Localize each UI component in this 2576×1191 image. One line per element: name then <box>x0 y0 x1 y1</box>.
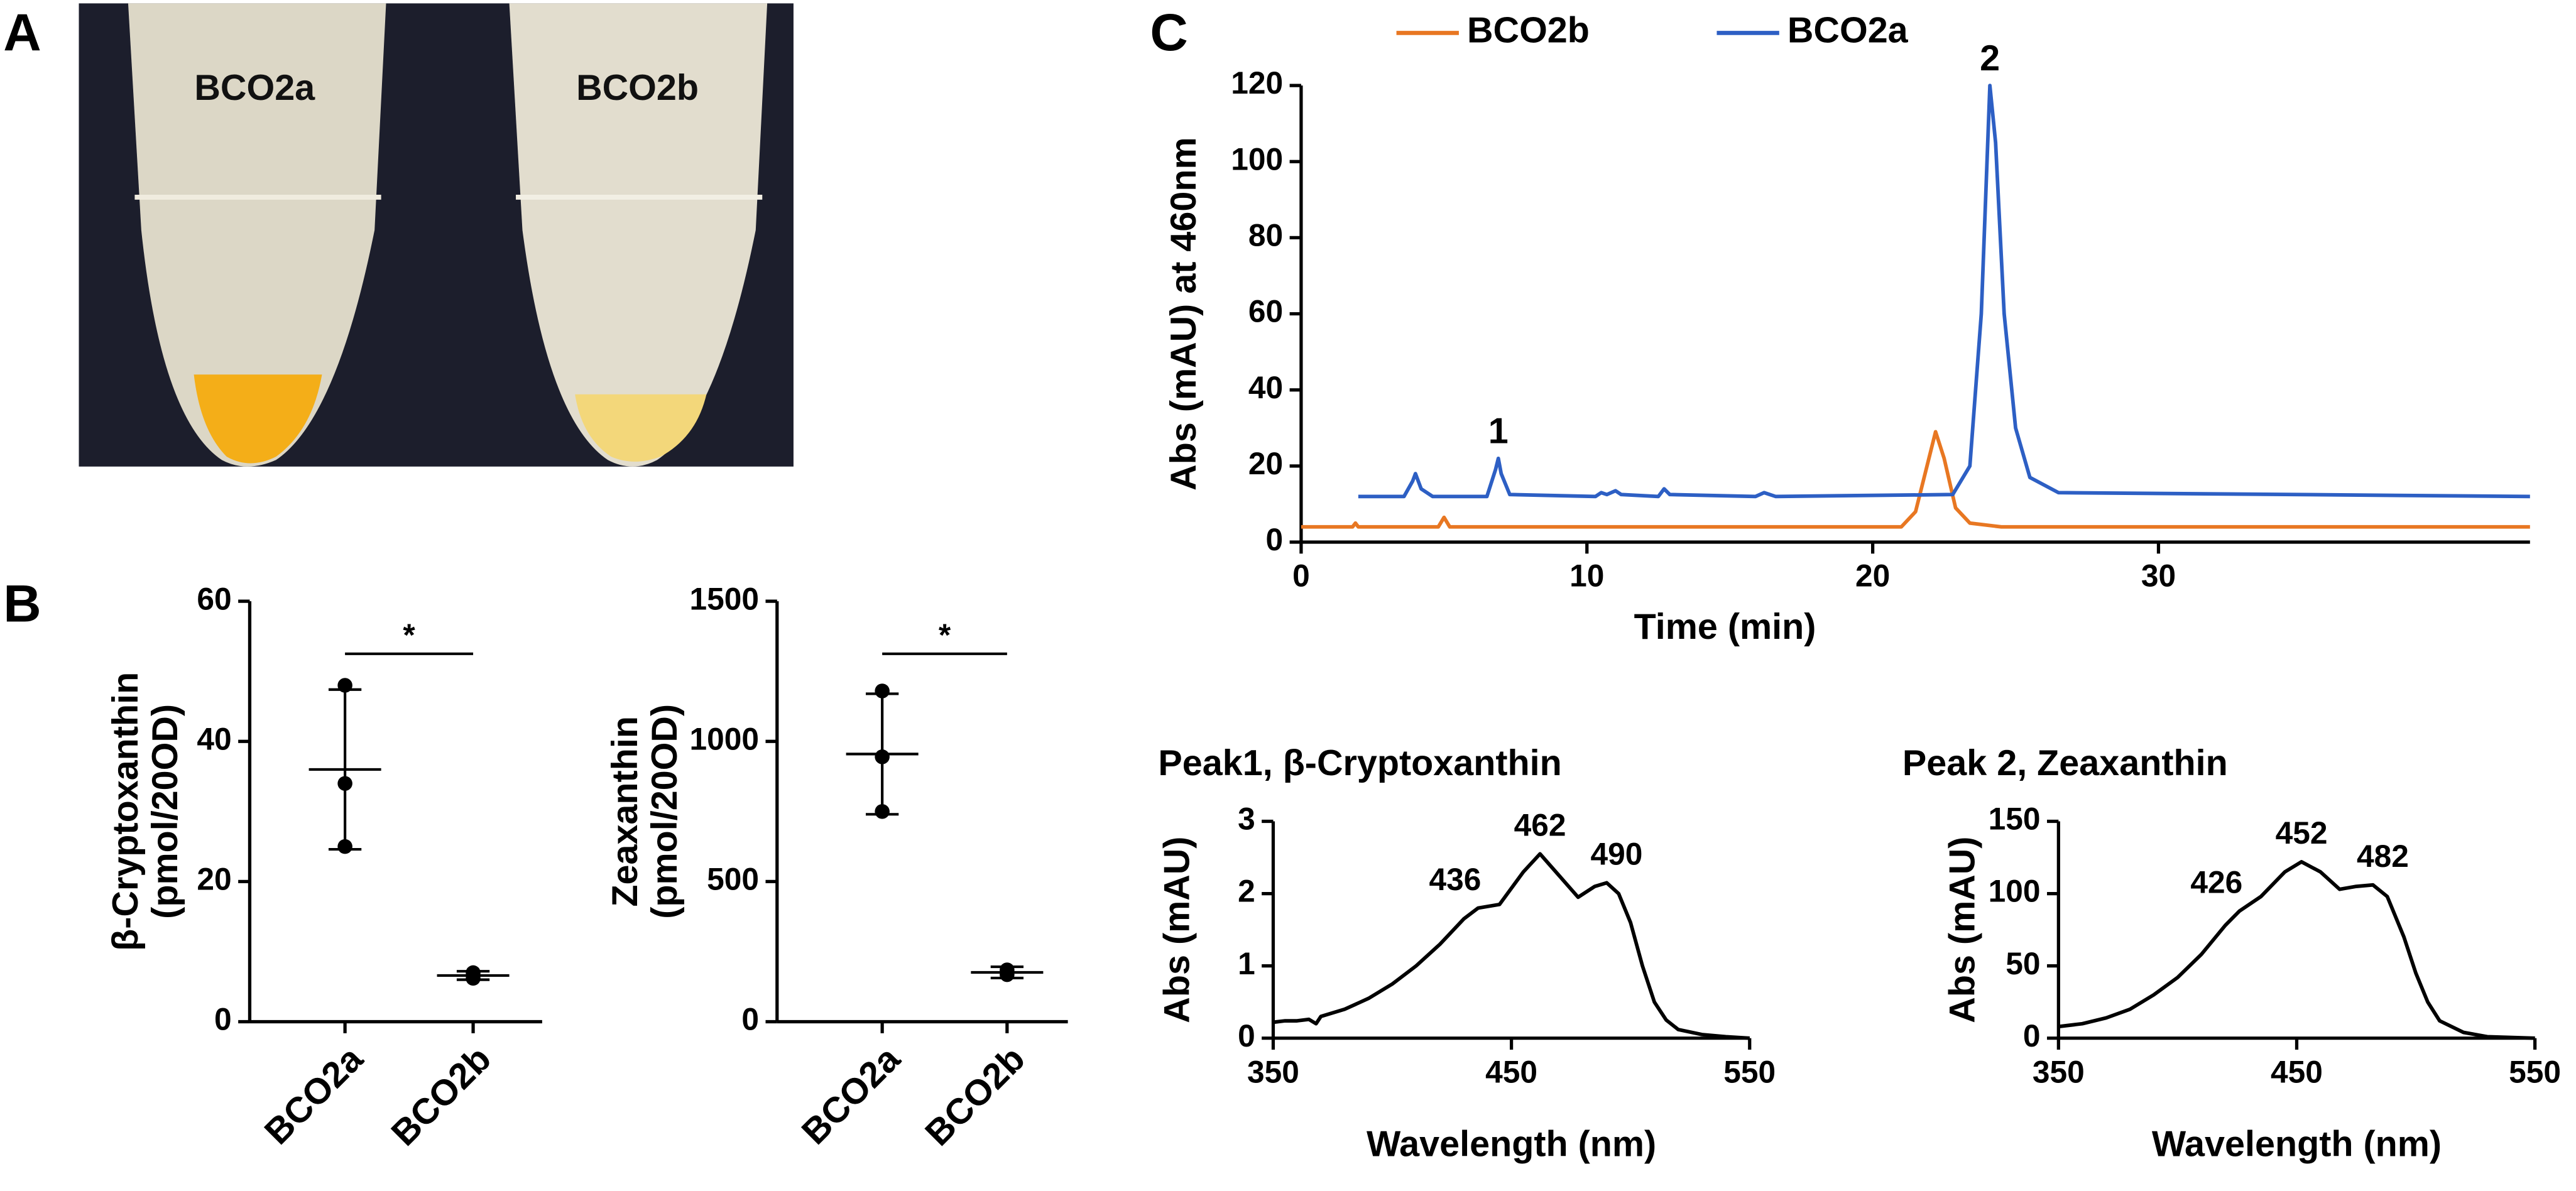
y-axis-label: Abs (mAU) <box>1942 837 1982 1023</box>
x-tick-label: 450 <box>1485 1054 1537 1089</box>
chart-title: Peak1, β-Cryptoxanthin <box>1158 743 1561 783</box>
y-tick-label: 100 <box>1989 874 2041 909</box>
x-tick-label: 550 <box>2509 1054 2561 1089</box>
data-point <box>337 839 352 854</box>
pellet <box>194 374 322 464</box>
data-point <box>875 683 890 699</box>
y-tick-label: 60 <box>1248 294 1283 329</box>
y-tick-label: 0 <box>1266 522 1284 557</box>
y-tick-label: 100 <box>1231 141 1283 177</box>
y-tick-label: 0 <box>2023 1018 2041 1053</box>
data-line <box>1301 430 2530 529</box>
data-line <box>2058 860 2535 1040</box>
y-tick-label: 1500 <box>690 581 760 616</box>
y-tick-label: 1000 <box>690 721 760 756</box>
significance-label: * <box>939 617 951 653</box>
x-axis-label: Time (min) <box>1634 607 1816 647</box>
y-tick-label: 80 <box>1248 218 1283 253</box>
peak-label: 490 <box>1591 837 1643 872</box>
x-tick-label: BCO2b <box>918 1039 1033 1154</box>
x-tick-label: 30 <box>2141 558 2176 594</box>
peak-label: 482 <box>2357 839 2409 874</box>
x-axis-label: Wavelength (nm) <box>2152 1124 2442 1164</box>
y-tick-label: 500 <box>707 862 759 897</box>
peak-label: 426 <box>2190 864 2242 900</box>
pellet <box>575 394 707 462</box>
y-tick-label: 50 <box>2006 946 2040 981</box>
x-tick-label: BCO2a <box>794 1038 909 1153</box>
peak-annotation: 1 <box>1488 411 1509 452</box>
y-tick-label: 0 <box>741 1002 759 1037</box>
panel-label: B <box>3 574 41 633</box>
y-tick-label: 20 <box>1248 446 1283 481</box>
y-tick-label: 3 <box>1238 802 1255 837</box>
peak-annotation: 2 <box>1980 38 2000 79</box>
y-tick-label: 40 <box>197 721 231 756</box>
x-axis-label: Wavelength (nm) <box>1367 1124 1656 1164</box>
x-tick-label: 450 <box>2271 1054 2323 1089</box>
x-tick-label: 550 <box>1723 1054 1776 1089</box>
y-tick-label: 60 <box>197 581 231 616</box>
chart-title: Peak 2, Zeaxanthin <box>1902 743 2228 783</box>
tube-label: BCO2b <box>576 68 699 108</box>
y-axis-label: β-Cryptoxanthin <box>106 672 146 951</box>
data-line <box>1273 852 1750 1040</box>
panel-label: C <box>1150 3 1187 62</box>
peak-label: 436 <box>1429 862 1481 897</box>
data-line <box>1358 84 2530 499</box>
data-point <box>337 678 352 693</box>
y-tick-label: 150 <box>1989 802 2041 837</box>
legend-label: BCO2b <box>1467 11 1590 51</box>
x-tick-label: BCO2a <box>257 1038 371 1153</box>
data-point <box>1000 967 1015 982</box>
x-tick-label: BCO2b <box>384 1039 499 1154</box>
photo-panel: BCO2a BCO2b <box>79 3 794 467</box>
y-tick-label: 20 <box>197 862 231 897</box>
x-tick-label: 350 <box>1247 1054 1299 1089</box>
data-point <box>875 804 890 819</box>
peak-label: 452 <box>2276 815 2328 851</box>
y-tick-label: 120 <box>1231 65 1283 101</box>
y-tick-label: 2 <box>1238 874 1255 909</box>
y-axis-label: (pmol/20OD) <box>645 704 685 919</box>
data-point <box>337 776 352 791</box>
y-tick-label: 0 <box>214 1002 232 1037</box>
x-tick-label: 0 <box>1292 558 1310 594</box>
data-point <box>875 749 890 764</box>
significance-label: * <box>403 617 415 653</box>
y-axis-label: Abs (mAU) <box>1157 837 1198 1023</box>
tube <box>128 3 386 467</box>
y-axis-label: (pmol/20OD) <box>145 704 185 919</box>
y-tick-label: 40 <box>1248 370 1283 405</box>
tube-label: BCO2a <box>194 68 315 108</box>
y-axis-label: Abs (mAU) at 460nm <box>1164 137 1204 491</box>
y-tick-label: 0 <box>1238 1018 1255 1053</box>
x-tick-label: 350 <box>2033 1054 2085 1089</box>
y-tick-label: 1 <box>1238 946 1255 981</box>
legend-label: BCO2a <box>1787 11 1909 51</box>
data-point <box>466 971 481 986</box>
x-tick-label: 20 <box>1855 558 1890 594</box>
tube <box>509 3 768 467</box>
y-axis-label: Zeaxanthin <box>605 716 645 907</box>
panel-label: A <box>3 3 41 62</box>
x-tick-label: 10 <box>1569 558 1604 594</box>
peak-label: 462 <box>1514 808 1566 843</box>
